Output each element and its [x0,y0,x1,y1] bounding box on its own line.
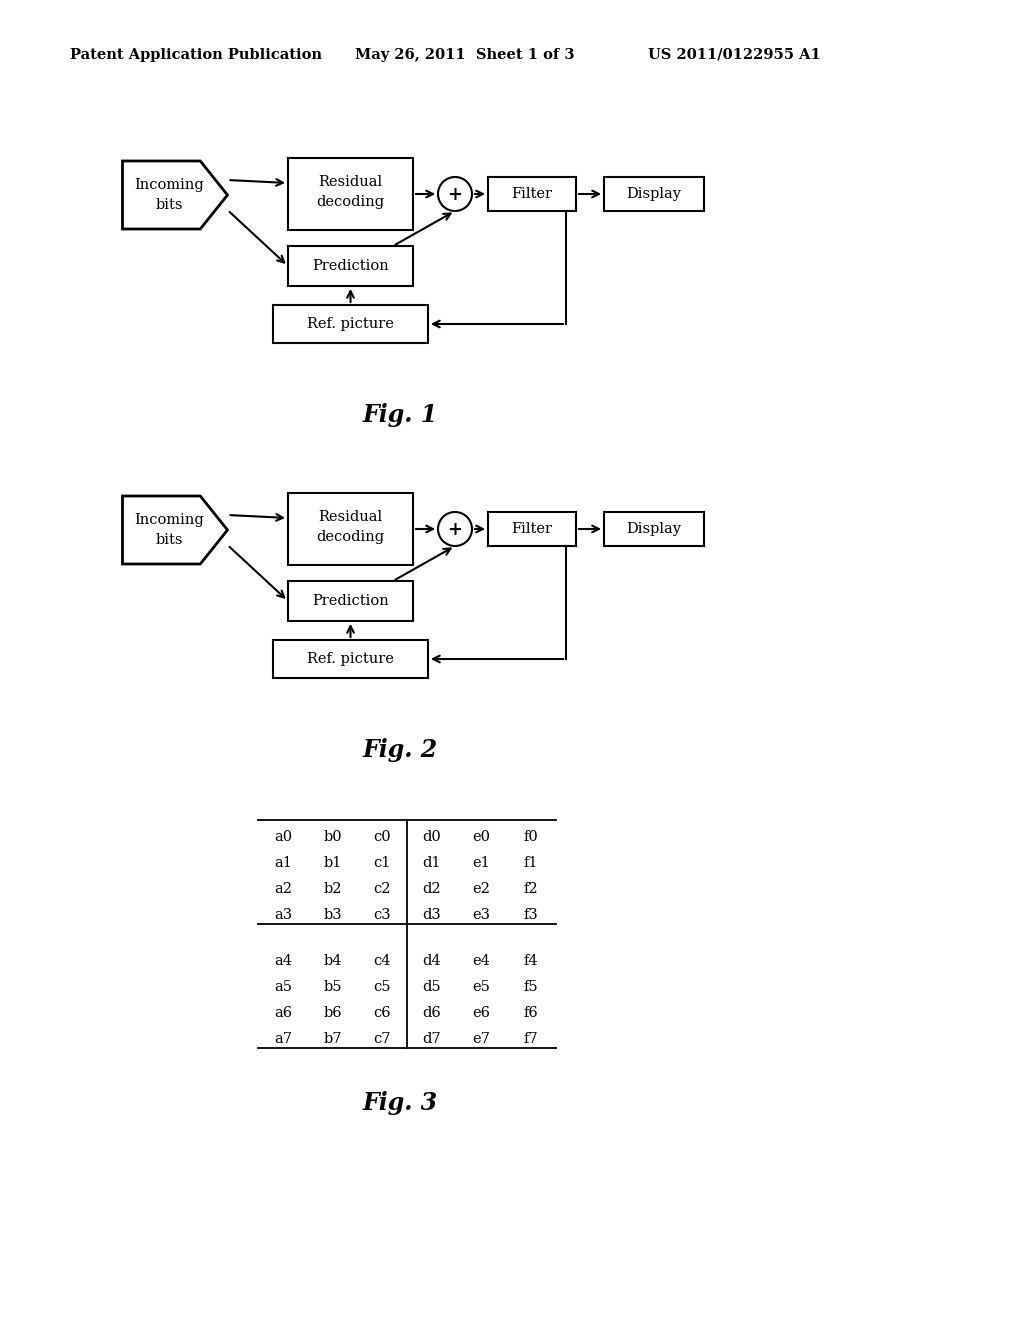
Text: Display: Display [627,521,682,536]
Text: d6: d6 [423,1006,441,1020]
Text: e1: e1 [473,855,490,870]
Text: c6: c6 [374,1006,391,1020]
Text: May 26, 2011  Sheet 1 of 3: May 26, 2011 Sheet 1 of 3 [355,48,574,62]
Bar [273,305,428,343]
Text: b4: b4 [324,954,342,968]
Text: bits: bits [156,533,182,546]
Bar [273,640,428,678]
Text: f3: f3 [524,908,539,921]
Bar [288,581,413,620]
Text: a2: a2 [273,882,292,896]
Text: e7: e7 [472,1032,490,1045]
Text: d7: d7 [423,1032,441,1045]
Text: d1: d1 [423,855,441,870]
Text: decoding: decoding [316,195,385,209]
Text: d4: d4 [423,954,441,968]
Text: f5: f5 [524,979,539,994]
Text: d5: d5 [423,979,441,994]
Text: Display: Display [627,187,682,201]
Text: Filter: Filter [512,521,553,536]
Text: a4: a4 [273,954,292,968]
Bar [288,158,413,230]
Text: f4: f4 [524,954,539,968]
Bar [488,177,575,211]
Text: c1: c1 [374,855,391,870]
Text: Fig. 2: Fig. 2 [362,738,437,762]
Text: +: + [447,186,463,205]
Text: b0: b0 [324,830,342,843]
Text: a1: a1 [273,855,292,870]
Text: e0: e0 [472,830,490,843]
Text: b1: b1 [324,855,342,870]
Bar [288,246,413,286]
Text: d0: d0 [423,830,441,843]
Text: bits: bits [156,198,182,213]
Text: d3: d3 [423,908,441,921]
Text: Prediction: Prediction [312,259,389,273]
Text: a7: a7 [273,1032,292,1045]
Text: b6: b6 [324,1006,342,1020]
Text: Incoming: Incoming [134,178,204,191]
Text: b5: b5 [324,979,342,994]
Bar [488,512,575,546]
Bar [288,492,413,565]
Text: e6: e6 [472,1006,490,1020]
Text: e4: e4 [472,954,490,968]
Text: Ref. picture: Ref. picture [307,652,394,667]
Text: d2: d2 [423,882,441,896]
Text: e5: e5 [472,979,490,994]
Polygon shape [123,496,227,564]
Text: Residual: Residual [318,176,383,189]
Text: Residual: Residual [318,510,383,524]
Text: e2: e2 [472,882,490,896]
Text: Ref. picture: Ref. picture [307,317,394,331]
Text: a3: a3 [273,908,292,921]
Text: Fig. 3: Fig. 3 [362,1092,437,1115]
Text: c2: c2 [374,882,391,896]
Text: b2: b2 [324,882,342,896]
Text: Fig. 1: Fig. 1 [362,403,437,426]
Text: Patent Application Publication: Patent Application Publication [70,48,322,62]
Polygon shape [123,161,227,228]
Text: a0: a0 [273,830,292,843]
Text: c5: c5 [374,979,391,994]
Text: f1: f1 [524,855,539,870]
Text: c0: c0 [374,830,391,843]
Text: c3: c3 [374,908,391,921]
Text: f7: f7 [524,1032,539,1045]
Text: f6: f6 [524,1006,539,1020]
Text: US 2011/0122955 A1: US 2011/0122955 A1 [648,48,821,62]
Text: Prediction: Prediction [312,594,389,609]
Text: c7: c7 [374,1032,391,1045]
Text: Filter: Filter [512,187,553,201]
Text: f2: f2 [524,882,539,896]
Text: Incoming: Incoming [134,513,204,527]
Text: b3: b3 [324,908,342,921]
Text: c4: c4 [374,954,391,968]
Text: a6: a6 [273,1006,292,1020]
Bar [604,177,705,211]
Text: e3: e3 [472,908,490,921]
Text: b7: b7 [324,1032,342,1045]
Text: decoding: decoding [316,531,385,544]
Text: a5: a5 [273,979,292,994]
Bar [604,512,705,546]
Text: +: + [447,521,463,539]
Text: f0: f0 [524,830,539,843]
